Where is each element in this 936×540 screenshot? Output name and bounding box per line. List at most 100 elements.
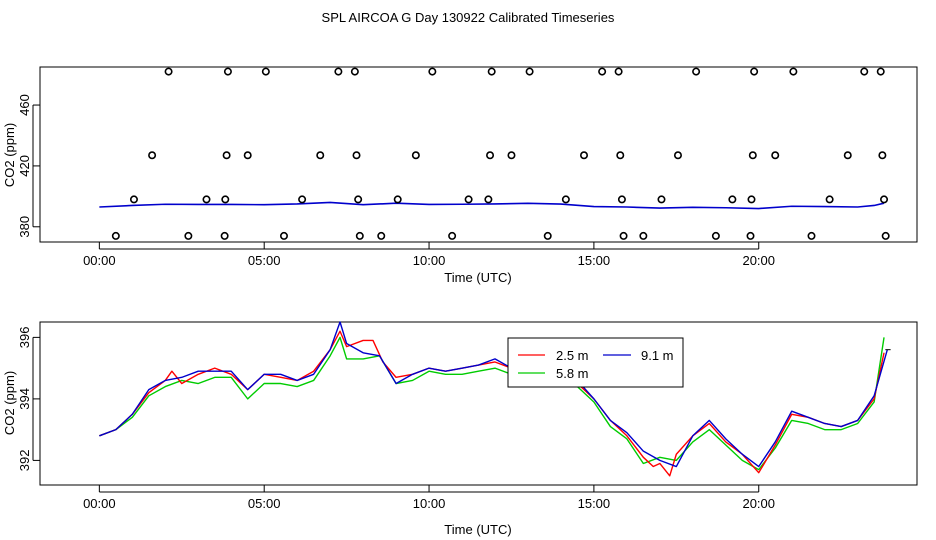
- top-x-tick-label: 20:00: [742, 253, 775, 268]
- scatter-point: [202, 195, 211, 204]
- series-line-2-5-m: [99, 330, 885, 477]
- bottom-x-tick-label: 10:00: [413, 496, 446, 511]
- scatter-point: [184, 231, 193, 240]
- scatter-point: [377, 231, 386, 240]
- bottom-x-tick-label: 05:00: [248, 496, 281, 511]
- scatter-point: [221, 195, 230, 204]
- scatter-point: [807, 231, 816, 240]
- scatter-point: [486, 151, 495, 160]
- scatter-point: [525, 67, 534, 76]
- top-x-tick-label: 05:00: [248, 253, 281, 268]
- scatter-point: [220, 231, 229, 240]
- bottom-y-axis-label: CO2 (ppm): [2, 371, 17, 435]
- scatter-point: [598, 67, 607, 76]
- scatter-point: [750, 67, 759, 76]
- scatter-point: [880, 195, 889, 204]
- scatter-point: [350, 67, 359, 76]
- scatter-point: [860, 67, 869, 76]
- scatter-point: [543, 231, 552, 240]
- top-y-tick-label: 380: [17, 216, 32, 238]
- scatter-point: [746, 231, 755, 240]
- top-scatter-points: [111, 67, 890, 240]
- top-y-axis: 380 420 460: [17, 94, 40, 238]
- top-x-axis-label: Time (UTC): [444, 270, 511, 285]
- series-line-5-8-m: [99, 336, 885, 471]
- scatter-point: [507, 151, 516, 160]
- scatter-point: [619, 231, 628, 240]
- scatter-point: [334, 67, 343, 76]
- scatter-point: [111, 231, 120, 240]
- scatter-point: [316, 151, 325, 160]
- scatter-point: [279, 231, 288, 240]
- bottom-x-axis-label: Time (UTC): [444, 522, 511, 537]
- top-x-tick-label: 00:00: [83, 253, 116, 268]
- scatter-point: [881, 231, 890, 240]
- scatter-point: [355, 231, 364, 240]
- bottom-y-axis: 392 394 396: [17, 327, 40, 472]
- top-y-tick-label: 460: [17, 94, 32, 116]
- scatter-point: [692, 67, 701, 76]
- scatter-point: [464, 195, 473, 204]
- bottom-y-tick-label: 394: [17, 388, 32, 410]
- scatter-point: [673, 151, 682, 160]
- scatter-point: [243, 151, 252, 160]
- bottom-series-lines: [99, 321, 891, 477]
- scatter-point: [614, 67, 623, 76]
- legend-label-9-1m: 9.1 m: [641, 348, 674, 363]
- bottom-y-tick-label: 396: [17, 327, 32, 349]
- scatter-point: [748, 151, 757, 160]
- bottom-x-tick-label: 15:00: [578, 496, 611, 511]
- legend-label-5-8m: 5.8 m: [556, 366, 589, 381]
- series-line-9-1-m: [99, 321, 889, 468]
- scatter-point: [789, 67, 798, 76]
- top-y-tick-label: 420: [17, 155, 32, 177]
- top-series-line: [99, 201, 885, 210]
- scatter-point: [298, 195, 307, 204]
- top-panel: 00:00 05:00 10:00 15:00 20:00 380 420 460 Time…: [2, 66, 918, 285]
- scatter-point: [771, 151, 780, 160]
- scatter-point: [164, 67, 173, 76]
- top-y-axis-label: CO2 (ppm): [2, 123, 17, 187]
- scatter-point: [354, 195, 363, 204]
- figure-title: SPL AIRCOA G Day 130922 Calibrated Times…: [322, 10, 615, 25]
- scatter-point: [393, 195, 402, 204]
- top-x-tick-label: 15:00: [578, 253, 611, 268]
- scatter-point: [352, 151, 361, 160]
- scatter-point: [129, 195, 138, 204]
- legend-box: [507, 337, 684, 388]
- top-plot-frame: [39, 66, 918, 243]
- scatter-point: [747, 195, 756, 204]
- scatter-point: [223, 67, 232, 76]
- scatter-point: [876, 67, 885, 76]
- scatter-point: [843, 151, 852, 160]
- bottom-x-tick-label: 00:00: [83, 496, 116, 511]
- bottom-y-tick-label: 392: [17, 450, 32, 472]
- scatter-point: [657, 195, 666, 204]
- scatter-point: [617, 195, 626, 204]
- bottom-panel: 00:00 05:00 10:00 15:00 20:00 392 394 396 Time…: [2, 321, 918, 537]
- scatter-point: [261, 67, 270, 76]
- bottom-plot-frame: [39, 321, 918, 486]
- scatter-point: [878, 151, 887, 160]
- scatter-point: [222, 151, 231, 160]
- scatter-point: [148, 151, 157, 160]
- scatter-point: [639, 231, 648, 240]
- scatter-point: [448, 231, 457, 240]
- scatter-point: [616, 151, 625, 160]
- scatter-point: [487, 67, 496, 76]
- scatter-point: [728, 195, 737, 204]
- bottom-x-axis: 00:00 05:00 10:00 15:00 20:00: [83, 485, 775, 511]
- scatter-point: [411, 151, 420, 160]
- scatter-point: [428, 67, 437, 76]
- legend: 2.5 m 9.1 m 5.8 m: [507, 337, 684, 388]
- scatter-point: [561, 195, 570, 204]
- scatter-point: [484, 195, 493, 204]
- top-line-9-1m: [99, 201, 885, 210]
- scatter-point: [580, 151, 589, 160]
- scatter-point: [711, 231, 720, 240]
- top-x-axis: 00:00 05:00 10:00 15:00 20:00: [83, 242, 775, 268]
- bottom-x-tick-label: 20:00: [742, 496, 775, 511]
- scatter-point: [825, 195, 834, 204]
- top-x-tick-label: 10:00: [413, 253, 446, 268]
